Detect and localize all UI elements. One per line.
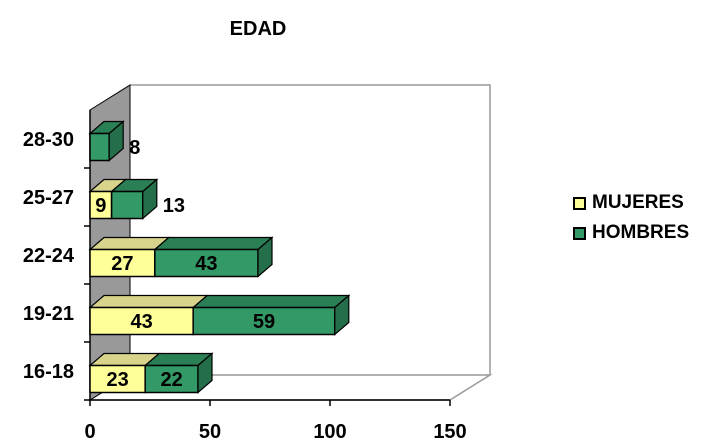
y-tick-label: 19-21 [23,303,74,325]
data-label: 9 [95,195,106,217]
bar-side-face [197,352,213,394]
data-label: 8 [129,137,140,159]
y-tick-label: 28-30 [23,129,74,151]
legend-item-mujeres: MUJERES [573,188,689,218]
bar-side-face [334,294,350,336]
bar-side-face [108,120,124,162]
data-label: 43 [130,311,152,333]
bar-hombres-22-24: 43 [153,236,274,278]
data-label: 22 [160,369,182,391]
bar-top-face [191,294,351,309]
bar-top-face [88,294,209,309]
y-tick-label: 16-18 [23,361,74,383]
data-label: 27 [111,253,133,275]
bar-side-face [257,236,273,278]
bars: 23 22 43 59 27 43 9 13 8 [88,120,351,394]
x-tick-label: 0 [84,421,95,441]
bar-front-face [89,248,156,278]
bar-top-face [153,236,274,251]
legend-item-hombres: HOMBRES [573,218,689,248]
x-tick-label: 50 [199,421,221,441]
x-tick-label: 100 [313,421,346,441]
data-label: 59 [253,311,275,333]
chart-title: EDAD [230,18,287,40]
y-tick-label: 22-24 [23,245,75,267]
data-label: 23 [106,369,128,391]
x-tick-label: 150 [433,421,466,441]
bar-front-face [154,248,259,278]
bar-side-face [142,178,158,220]
bar-mujeres-19-21: 43 [88,294,209,336]
bar-front-face [89,132,110,162]
bar-hombres-19-21: 59 [191,294,351,336]
bar-mujeres-16-18: 23 [88,352,161,394]
bar-front-face [89,364,146,394]
bar-hombres-25-27: 13 [109,178,185,220]
data-label: 13 [163,195,185,217]
legend-label-hombres: HOMBRES [592,222,690,243]
bar-front-face [110,190,144,220]
legend: MUJERES HOMBRES [573,188,689,248]
bar-front-face [144,364,199,394]
y-tick-label: 25-27 [23,187,74,209]
legend-label-mujeres: MUJERES [592,192,684,213]
x-axis: 0 50 100 150 [84,400,467,441]
legend-swatch-hombres [573,226,586,240]
data-label: 43 [195,253,217,275]
category-labels: 16-18 19-21 22-24 25-27 28-30 [23,129,90,401]
bar-hombres-16-18: 22 [143,352,214,394]
bar-mujeres-22-24: 27 [88,236,171,278]
legend-swatch-mujeres [573,196,586,210]
back-wall [130,84,491,375]
bar-hombres-28-30: 8 [88,120,140,162]
